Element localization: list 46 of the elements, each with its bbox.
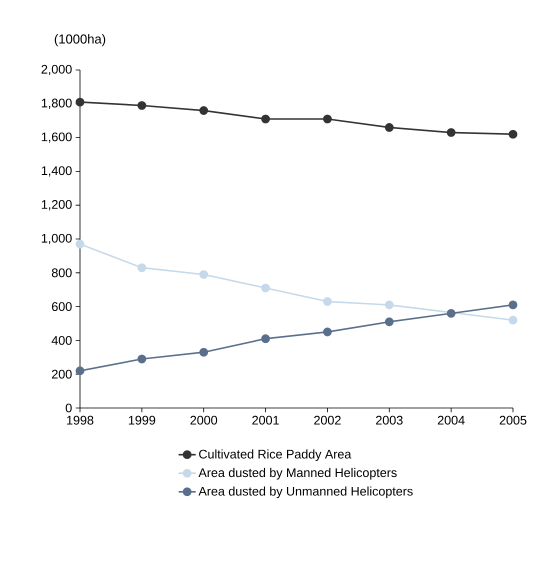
point: [446, 128, 456, 137]
x-tick-label: 2000: [190, 416, 218, 425]
y-tick-label: 1,800: [42, 98, 72, 109]
y-tick-label: 2,000: [42, 64, 72, 76]
point: [76, 366, 84, 376]
point: [76, 98, 84, 107]
y-tick-label: 200: [52, 370, 72, 379]
y-tick-label: 400: [52, 336, 72, 345]
legend-label: Area dusted by Manned Helicopters: [198, 468, 397, 480]
x-tick-label: 2001: [252, 416, 279, 425]
point: [508, 130, 518, 139]
legend-label: Cultivated Rice Paddy Area: [199, 449, 352, 462]
point: [199, 270, 208, 279]
x-tick-label: 2002: [314, 416, 341, 425]
x-tick-label: 2004: [438, 416, 465, 425]
point: [446, 308, 456, 318]
point: [199, 348, 208, 357]
point: [323, 114, 332, 124]
point: [137, 354, 146, 364]
point: [384, 317, 394, 326]
point: [261, 114, 270, 124]
point: [199, 106, 208, 115]
y-tick-label: 1,400: [42, 166, 72, 177]
point: [137, 263, 146, 272]
point: [323, 328, 332, 336]
point: [261, 284, 270, 292]
point: [323, 297, 332, 306]
y-tick-label: 800: [52, 268, 72, 278]
y-tick-label: 0: [66, 404, 72, 412]
y-tick-label: 600: [52, 302, 72, 312]
legend-label: Area dusted by Unmanned Helicopters: [198, 486, 413, 498]
point: [261, 334, 270, 344]
x-tick-label: 2005: [500, 416, 526, 425]
y-tick-label: 1,600: [42, 132, 72, 143]
y-axis-title: (1000ha): [54, 34, 106, 46]
point: [137, 101, 146, 110]
point: [76, 240, 84, 248]
y-tick-label: 1,000: [42, 234, 72, 244]
point: [508, 316, 518, 325]
y-tick-label: 1,200: [42, 200, 72, 210]
x-tick-label: 1999: [128, 416, 156, 425]
x-tick-label: 2003: [376, 416, 403, 425]
x-tick-label: 1998: [67, 416, 94, 425]
point: [384, 300, 394, 310]
point: [508, 300, 518, 310]
point: [384, 123, 394, 132]
